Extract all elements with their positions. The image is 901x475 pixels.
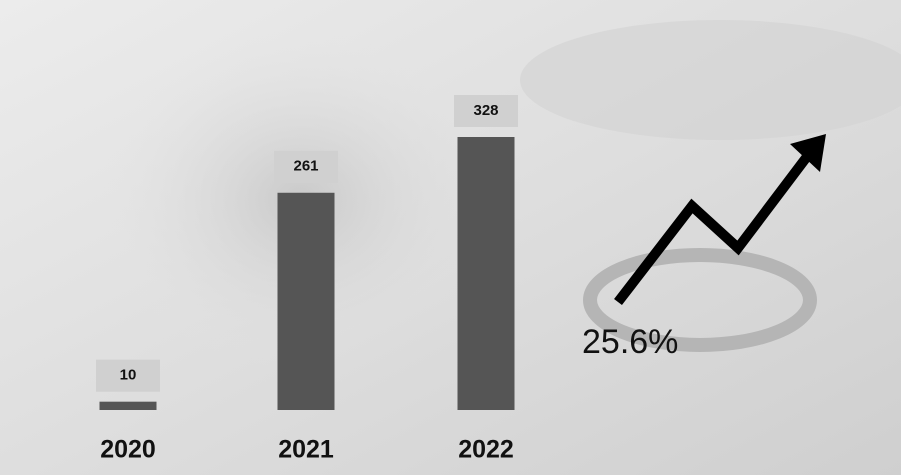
x-tick-label: 2021 [278,436,334,464]
background-photo [520,20,901,140]
value-label: 10 [120,367,137,384]
value-label-box [96,359,160,392]
background-photo [583,248,817,352]
value-label: 261 [293,158,318,175]
bar [99,401,157,410]
value-label-box [274,150,338,183]
x-tick-label: 2020 [100,436,156,464]
bar [277,192,335,410]
annotation: 25.6% [582,323,678,361]
value-label-box [454,95,518,127]
trend-arrow-head [790,134,826,172]
value-label: 328 [473,102,498,119]
trend-arrow [614,146,816,306]
x-tick-label: 2022 [458,436,514,464]
bar [457,137,515,410]
